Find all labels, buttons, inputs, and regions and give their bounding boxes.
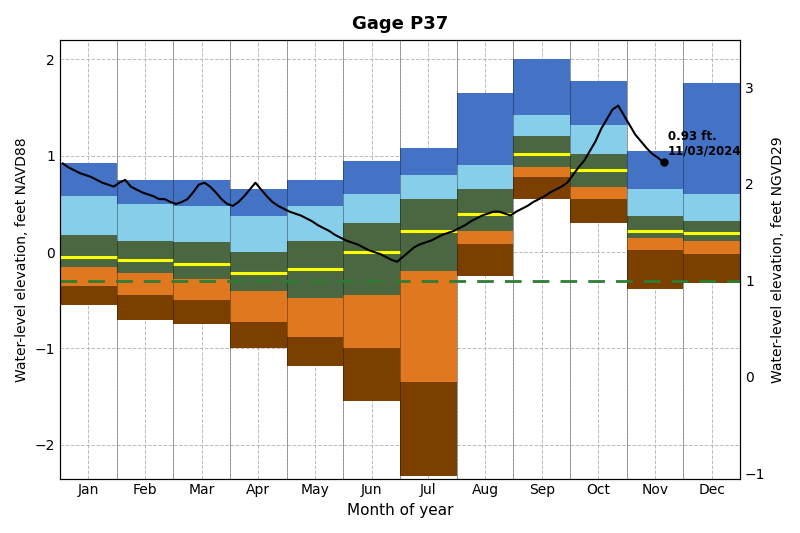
Bar xyxy=(626,151,683,189)
Bar xyxy=(457,231,514,245)
Bar xyxy=(117,240,174,273)
Bar xyxy=(626,215,683,238)
Bar xyxy=(117,204,174,240)
Bar xyxy=(230,189,286,215)
Bar xyxy=(400,382,457,475)
Bar xyxy=(343,295,400,349)
Bar xyxy=(400,199,457,271)
Bar xyxy=(117,273,174,295)
Bar xyxy=(457,189,514,231)
Bar xyxy=(626,189,683,215)
Y-axis label: Water-level elevation, feet NGVD29: Water-level elevation, feet NGVD29 xyxy=(771,136,785,383)
Bar xyxy=(286,180,343,206)
Bar xyxy=(230,290,286,321)
Bar xyxy=(570,125,626,154)
Bar xyxy=(400,148,457,175)
Bar xyxy=(400,175,457,199)
Bar xyxy=(286,206,343,240)
Bar xyxy=(343,195,400,223)
Bar xyxy=(570,199,626,223)
Bar xyxy=(60,286,117,305)
Bar xyxy=(457,93,514,165)
Bar xyxy=(683,240,740,254)
Bar xyxy=(514,59,570,115)
Bar xyxy=(514,136,570,167)
Bar xyxy=(174,206,230,243)
Bar xyxy=(683,221,740,240)
Bar xyxy=(60,196,117,235)
Bar xyxy=(400,271,457,382)
Bar xyxy=(230,321,286,349)
Bar xyxy=(343,160,400,195)
Bar xyxy=(514,167,570,177)
Bar xyxy=(117,180,174,204)
Bar xyxy=(626,238,683,250)
Bar xyxy=(343,349,400,401)
Title: Gage P37: Gage P37 xyxy=(352,15,448,33)
Bar xyxy=(174,180,230,206)
Bar xyxy=(514,177,570,199)
Bar xyxy=(626,250,683,289)
Bar xyxy=(343,223,400,295)
X-axis label: Month of year: Month of year xyxy=(346,503,454,518)
Bar xyxy=(457,245,514,276)
Bar xyxy=(174,243,230,279)
Bar xyxy=(683,84,740,195)
Text: 0.93 ft.
11/03/2024: 0.93 ft. 11/03/2024 xyxy=(668,130,742,158)
Bar xyxy=(286,337,343,366)
Bar xyxy=(683,195,740,221)
Y-axis label: Water-level elevation, feet NAVD88: Water-level elevation, feet NAVD88 xyxy=(15,137,29,382)
Bar xyxy=(60,266,117,286)
Bar xyxy=(286,298,343,337)
Bar xyxy=(117,295,174,320)
Bar xyxy=(60,164,117,196)
Bar xyxy=(570,80,626,125)
Bar xyxy=(570,187,626,199)
Bar xyxy=(230,252,286,290)
Bar xyxy=(174,300,230,325)
Bar xyxy=(230,215,286,252)
Bar xyxy=(683,254,740,283)
Bar xyxy=(60,235,117,266)
Bar xyxy=(286,240,343,298)
Bar xyxy=(570,154,626,187)
Bar xyxy=(174,279,230,300)
Bar xyxy=(514,115,570,136)
Bar xyxy=(457,165,514,189)
